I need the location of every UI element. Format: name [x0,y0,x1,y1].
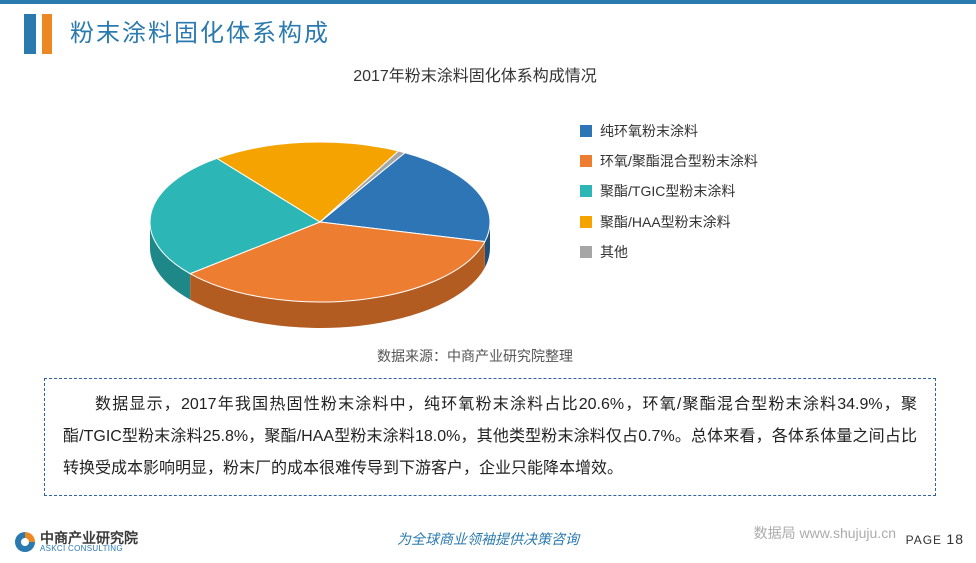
body-paragraph: 数据显示，2017年我国热固性粉末涂料中，纯环氧粉末涂料占比20.6%，环氧/聚… [63,389,917,485]
top-stripe [0,0,976,4]
slide: 粉末涂料固化体系构成 2017年粉末涂料固化体系构成情况 纯环氧粉末涂料环氧/聚… [0,0,976,563]
pie-chart [60,92,580,342]
legend-item: 聚酯/HAA型粉末涂料 [580,213,860,231]
chart-row: 纯环氧粉末涂料环氧/聚酯混合型粉末涂料聚酯/TGIC型粉末涂料聚酯/HAA型粉末… [60,92,890,342]
legend-label: 聚酯/HAA型粉末涂料 [600,213,731,231]
chart-source: 数据来源：中商产业研究院整理 [60,346,890,366]
footer: 中商产业研究院 ASKCI CONSULTING 为全球商业领袖提供决策咨询 数… [0,523,976,555]
page-title: 粉末涂料固化体系构成 [70,14,330,54]
title-block: 粉末涂料固化体系构成 [24,14,330,54]
legend-swatch [580,185,592,197]
legend-item: 聚酯/TGIC型粉末涂料 [580,182,860,200]
legend-label: 其他 [600,243,628,261]
page-label: PAGE [906,533,942,547]
legend-swatch [580,216,592,228]
legend-label: 纯环氧粉末涂料 [600,122,698,140]
chart-title: 2017年粉末涂料固化体系构成情况 [60,62,890,86]
page-number: PAGE 18 [906,531,964,547]
legend-swatch [580,155,592,167]
legend-label: 环氧/聚酯混合型粉末涂料 [600,152,758,170]
legend-item: 纯环氧粉末涂料 [580,122,860,140]
chart-legend: 纯环氧粉末涂料环氧/聚酯混合型粉末涂料聚酯/TGIC型粉末涂料聚酯/HAA型粉末… [580,92,860,342]
legend-item: 环氧/聚酯混合型粉末涂料 [580,152,860,170]
legend-swatch [580,246,592,258]
chart-area: 2017年粉末涂料固化体系构成情况 纯环氧粉末涂料环氧/聚酯混合型粉末涂料聚酯/… [60,62,890,372]
legend-swatch [580,125,592,137]
title-accent-orange [42,14,52,54]
body-box: 数据显示，2017年我国热固性粉末涂料中，纯环氧粉末涂料占比20.6%，环氧/聚… [44,378,936,496]
watermark: 数据局 www.shujuju.cn [754,523,896,543]
legend-label: 聚酯/TGIC型粉末涂料 [600,182,735,200]
legend-item: 其他 [580,243,860,261]
title-accent-blue [24,14,36,54]
page-number-value: 18 [946,531,964,547]
